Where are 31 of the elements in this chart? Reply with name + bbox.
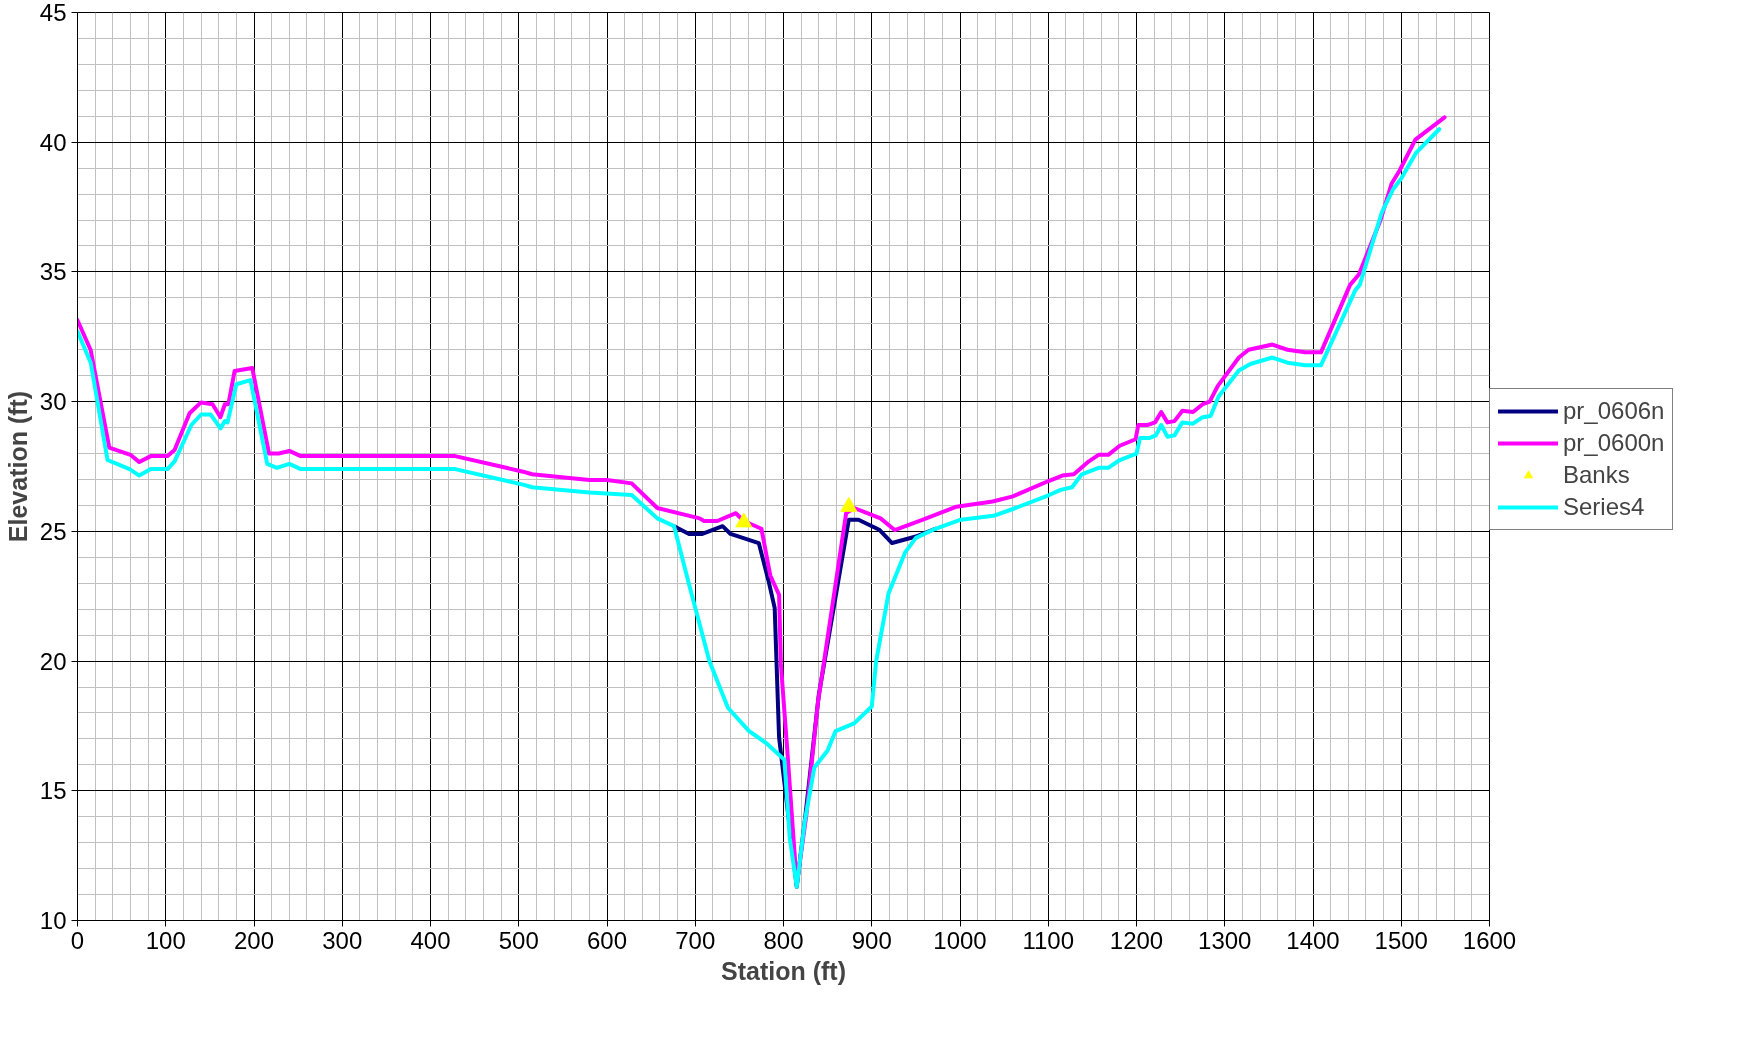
x-tick-label: 1000: [933, 926, 987, 954]
y-tick-label: 45: [39, 0, 67, 26]
legend-label: pr_0606n: [1563, 397, 1665, 425]
y-tick-label: 40: [39, 128, 67, 156]
x-tick-label: 1600: [1462, 926, 1517, 954]
legend-label: Banks: [1563, 461, 1630, 489]
x-tick-label: 600: [586, 926, 628, 954]
x-tick-label: 100: [145, 926, 186, 954]
x-tick-label: 1500: [1374, 926, 1428, 954]
y-tick-label: 30: [39, 388, 67, 416]
x-tick-label: 1200: [1109, 926, 1164, 954]
legend-label: pr_0600n: [1563, 429, 1665, 457]
x-tick-label: 700: [675, 926, 716, 954]
x-tick-label: 1100: [1022, 926, 1075, 954]
y-tick-label: 15: [39, 777, 67, 805]
y-tick-label: 25: [39, 517, 67, 545]
x-tick-label: 900: [851, 926, 892, 954]
x-tick-label: 1300: [1198, 926, 1252, 954]
x-tick-label: 500: [498, 926, 539, 954]
y-tick-label: 20: [39, 647, 67, 675]
x-tick-label: 300: [322, 926, 363, 954]
y-axis-title: Elevation (ft): [3, 390, 32, 543]
x-tick-label: 1400: [1286, 926, 1340, 954]
y-tick-label: 10: [39, 907, 67, 934]
x-tick-label: 400: [410, 926, 451, 954]
legend-label: Series4: [1563, 493, 1645, 521]
x-tick-label: 0: [70, 926, 85, 954]
x-tick-label: 800: [763, 926, 804, 954]
x-tick-label: 200: [233, 926, 275, 954]
y-tick-label: 35: [39, 258, 67, 286]
x-axis-title: Station (ft): [721, 956, 846, 985]
